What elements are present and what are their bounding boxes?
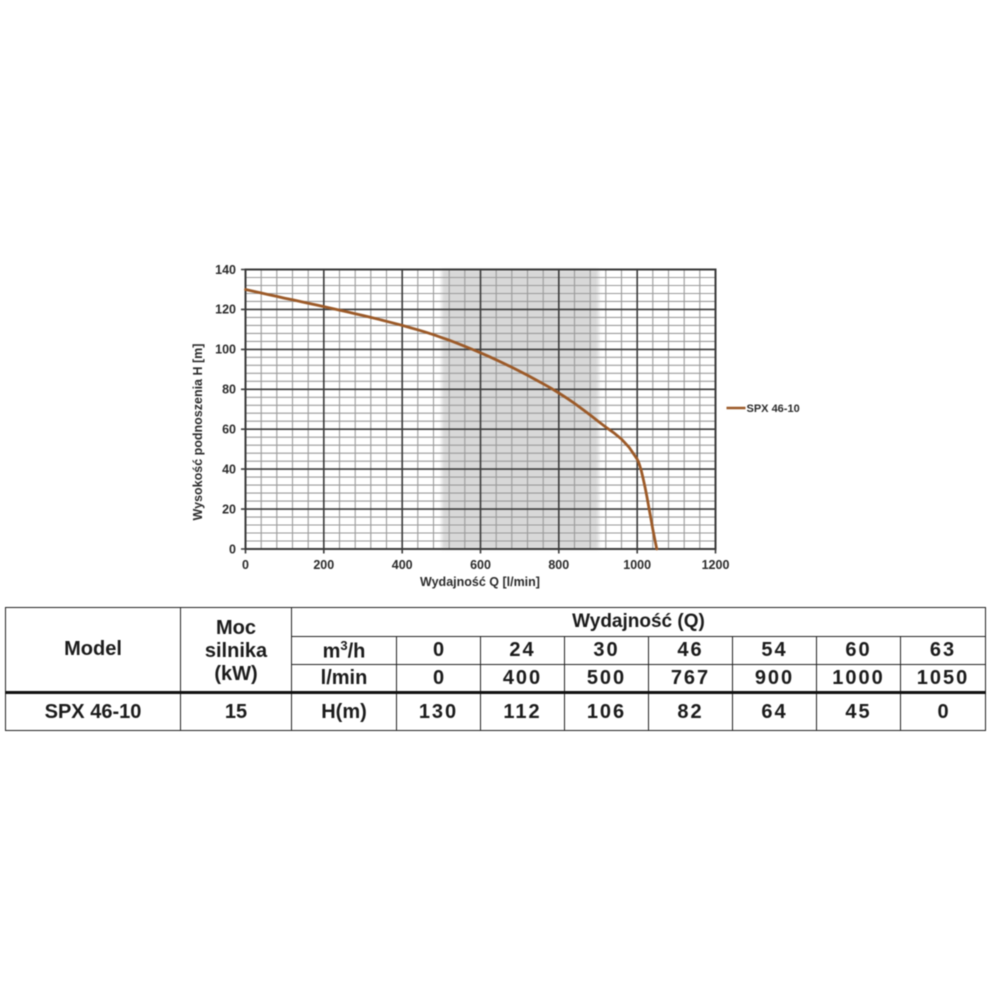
svg-text:60: 60	[222, 423, 236, 437]
svg-text:200: 200	[313, 558, 334, 572]
svg-text:SPX 46-10: SPX 46-10	[747, 403, 800, 415]
svg-text:40: 40	[222, 462, 236, 476]
svg-text:1000: 1000	[623, 558, 651, 572]
svg-text:800: 800	[548, 558, 569, 572]
svg-text:80: 80	[222, 383, 236, 397]
svg-text:0: 0	[229, 542, 236, 556]
svg-text:0: 0	[242, 558, 249, 572]
svg-text:400: 400	[392, 558, 413, 572]
svg-text:600: 600	[470, 558, 491, 572]
svg-text:Wydajność Q [l/min]: Wydajność Q [l/min]	[420, 575, 540, 589]
svg-text:1200: 1200	[702, 558, 730, 572]
svg-text:Wysokość podnoszenia H [m]: Wysokość podnoszenia H [m]	[191, 344, 205, 521]
svg-text:120: 120	[215, 303, 236, 317]
svg-text:140: 140	[215, 263, 236, 277]
svg-text:100: 100	[215, 343, 236, 357]
svg-text:20: 20	[222, 502, 236, 516]
